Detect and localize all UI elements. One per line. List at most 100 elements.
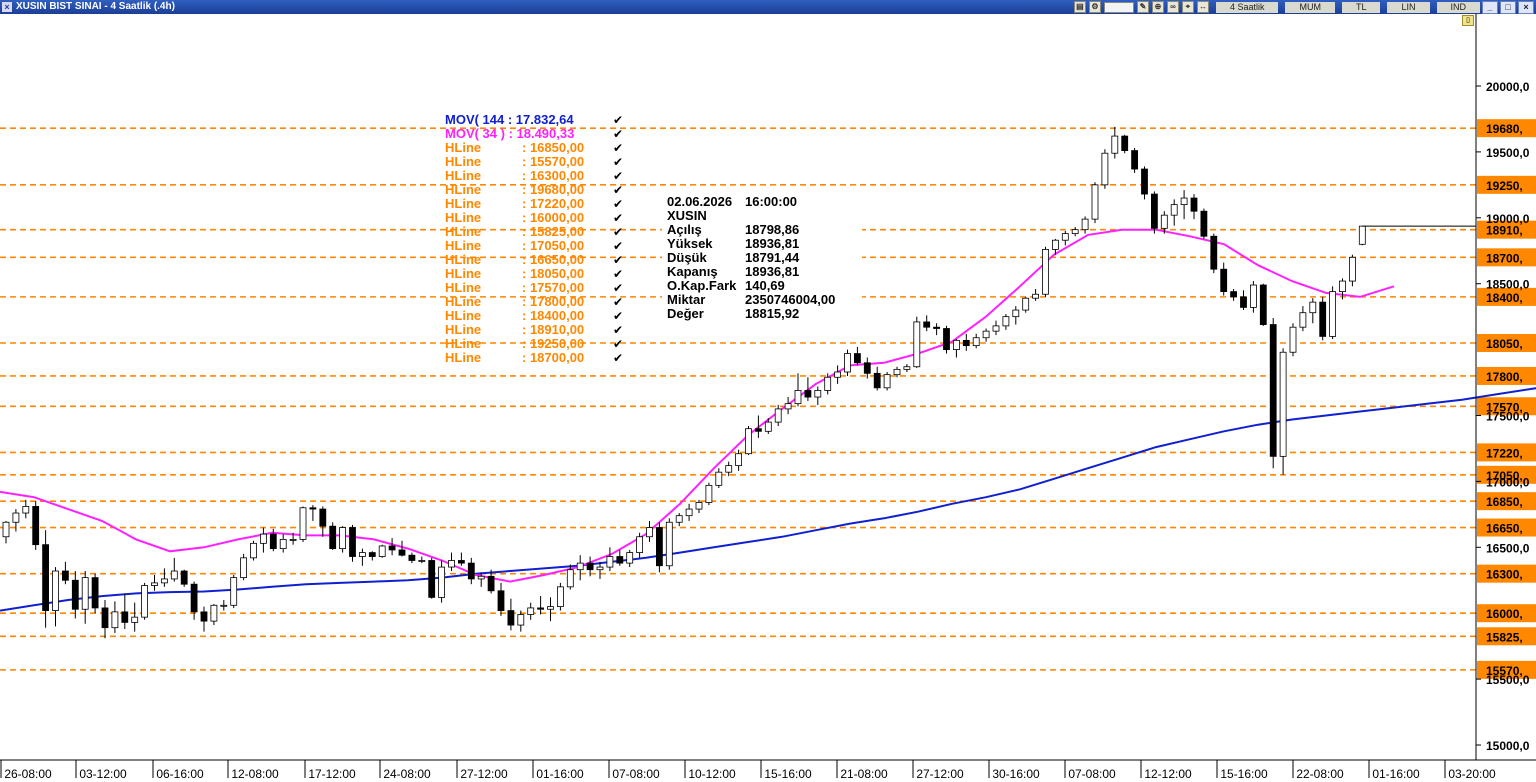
mov34-line [0,228,1395,583]
candle-body [755,428,762,432]
price-chart[interactable]: 16850, 15570, 16300, 19680, 17220, 16000, 1582… [0,14,1536,782]
candle-body [91,577,99,609]
candle-body [992,325,1000,332]
legend-check-icon: ✔ [613,239,623,253]
candle [1319,296,1327,341]
tools-icon[interactable]: ↔ [1196,1,1209,13]
candle [764,418,772,434]
info-field-label: Düşük [667,250,708,265]
x-tick-label: 27-12:00 [916,767,964,781]
properties-icon[interactable]: ⚙ [1088,1,1101,13]
legend-check-icon: ✔ [613,211,623,225]
candle-body [943,328,950,350]
candle-body [735,453,742,466]
candle [1210,233,1218,274]
legend-check-icon: ✔ [613,155,623,169]
hline-value-label: 16650, [1486,522,1523,536]
hline-value-label: 16300, [1486,568,1523,582]
candle-body [1081,218,1089,231]
candle-body [1299,312,1307,328]
symbol-search-input[interactable] [1103,1,1134,13]
y-tick-label: 18500,0 [1486,278,1530,292]
candle-body [240,557,248,579]
candle [32,501,40,550]
candle [1131,147,1138,173]
candle-body [873,372,881,389]
maximize-button[interactable]: □ [1500,1,1516,14]
candle [566,564,574,590]
candle-body [388,545,396,551]
candle-body [883,374,891,389]
candle [497,582,505,616]
x-tick-label: 03-12:00 [79,767,127,781]
candle [160,568,168,587]
symbol-list-icon[interactable]: ▤ [1073,1,1086,13]
candle-body [1002,316,1010,327]
info-field-value: 18798,86 [745,222,799,237]
candle [1002,314,1010,330]
candle [923,315,931,332]
legend-check-icon: ✔ [613,183,623,197]
x-tick-label: 26-08:00 [4,767,52,781]
candle-body [1309,301,1317,314]
candle [1022,296,1030,313]
candle [339,526,347,553]
y-tick-label: 20000,0 [1486,80,1530,94]
chart-type-select[interactable]: MUM [1285,1,1335,13]
title-bar: × XUSIN BIST SINAI - 4 Saatlik (.4h) ▤ ⚙… [0,0,1536,14]
candle [735,449,742,471]
info-date: 02.06.2026 [667,194,732,209]
candle [230,574,238,608]
legend-hline-value: : 16300,00 [522,168,584,183]
indicator-menu[interactable]: IND [1436,1,1480,13]
draw-icon[interactable]: ✎ [1136,1,1149,13]
candle [596,561,604,579]
candle [616,549,624,566]
candle-body [962,339,970,347]
x-tick-label: 12-12:00 [1144,767,1192,781]
candle-body [774,408,782,423]
hline-value-box [1477,366,1536,385]
candle-body [32,506,40,546]
x-tick-label: 24-08:00 [383,767,431,781]
candle-body [42,544,49,611]
chain-icon[interactable]: ∞ [1166,1,1179,13]
hline-value-label: 19680, [1486,122,1523,136]
candle-body [121,611,129,623]
currency-select[interactable]: TL [1341,1,1381,13]
candle-body [854,353,861,364]
candle [240,553,248,581]
minimize-button[interactable]: _ [1482,1,1498,14]
legend-hline-value: : 16000,00 [522,210,584,225]
candle-body [1180,197,1188,206]
candle-body [1061,233,1069,241]
candle-body [259,533,267,544]
hline-value-box [1477,518,1536,537]
y-tick-label: 15500,0 [1486,673,1530,687]
candle-body [1101,152,1109,186]
candle-body [586,562,594,571]
candle-body [656,527,663,567]
x-tick-label: 06-16:00 [156,767,204,781]
candle [467,557,475,585]
candle-body [52,570,59,611]
candle [537,596,544,615]
close-button[interactable]: × [1518,1,1534,14]
candle [1012,306,1020,325]
scale-select[interactable]: LIN [1387,1,1430,13]
timeframe-select[interactable]: 4 Saatlik [1215,1,1279,13]
candle-body [1279,351,1287,457]
candle [1101,149,1109,189]
zoom-icon[interactable]: ⊕ [1151,1,1164,13]
candle [319,506,327,537]
legend-hline-name: HLine [445,294,481,309]
hline-value-box [1477,220,1536,239]
legend-check-icon: ✔ [613,127,623,141]
candle-body [646,527,653,538]
lock-icon[interactable]: ▯ [1462,15,1474,26]
ruler-icon[interactable]: ⌖ [1181,1,1194,13]
candle-body [457,560,465,564]
candle-body [220,604,228,607]
candle [854,346,861,366]
window-title: XUSIN BIST SINAI - 4 Saatlik (.4h) [16,1,175,12]
